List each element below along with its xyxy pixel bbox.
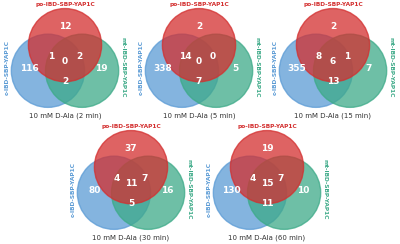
Circle shape xyxy=(180,34,253,107)
Circle shape xyxy=(314,34,387,107)
Text: 14: 14 xyxy=(179,52,191,61)
Text: 10 mM D-Ala (60 min): 10 mM D-Ala (60 min) xyxy=(228,234,306,241)
Text: 7: 7 xyxy=(366,64,372,73)
Text: 5: 5 xyxy=(232,64,238,73)
Text: 4: 4 xyxy=(114,174,120,183)
Text: 80: 80 xyxy=(89,186,101,195)
Text: 10: 10 xyxy=(297,186,309,195)
Text: 2: 2 xyxy=(76,52,82,61)
Text: 0: 0 xyxy=(210,52,216,61)
Text: 19: 19 xyxy=(95,64,107,73)
Text: po-IBD-SBP-YAP1C: po-IBD-SBP-YAP1C xyxy=(303,2,363,7)
Circle shape xyxy=(145,34,218,107)
Text: 15: 15 xyxy=(261,179,273,188)
Text: 8: 8 xyxy=(316,52,322,61)
Text: c-IBD-SBP-YAP1C: c-IBD-SBP-YAP1C xyxy=(138,40,144,95)
Text: 10 mM D-Ala (5 min): 10 mM D-Ala (5 min) xyxy=(163,112,235,119)
Text: 10 mM D-Ala (15 min): 10 mM D-Ala (15 min) xyxy=(294,112,372,119)
Text: 11: 11 xyxy=(261,199,273,208)
Text: 16: 16 xyxy=(161,186,173,195)
Text: mt-IBD-SBP-YAP1C: mt-IBD-SBP-YAP1C xyxy=(120,37,126,97)
Text: po-IBD-SBP-YAP1C: po-IBD-SBP-YAP1C xyxy=(101,124,161,129)
Circle shape xyxy=(230,131,304,204)
Circle shape xyxy=(46,34,119,107)
Text: 7: 7 xyxy=(196,77,202,86)
Text: 10 mM D-Ala (2 min): 10 mM D-Ala (2 min) xyxy=(29,112,101,119)
Text: 116: 116 xyxy=(20,64,38,73)
Text: 355: 355 xyxy=(288,64,306,73)
Text: po-IBD-SBP-YAP1C: po-IBD-SBP-YAP1C xyxy=(237,124,297,129)
Text: c-IBD-SBP-YAP1C: c-IBD-SBP-YAP1C xyxy=(272,40,278,95)
Text: 0: 0 xyxy=(62,57,68,66)
Text: c-IBD-SBP-YAP1C: c-IBD-SBP-YAP1C xyxy=(70,162,76,217)
Circle shape xyxy=(248,156,321,229)
Text: 2: 2 xyxy=(196,22,202,31)
Circle shape xyxy=(279,34,352,107)
Text: 338: 338 xyxy=(154,64,172,73)
Text: mt-IBD-SBP-YAP1C: mt-IBD-SBP-YAP1C xyxy=(322,159,328,219)
Text: 2: 2 xyxy=(330,22,336,31)
Circle shape xyxy=(28,9,102,82)
Text: po-IBD-SBP-YAP1C: po-IBD-SBP-YAP1C xyxy=(169,2,229,7)
Text: 4: 4 xyxy=(250,174,256,183)
Text: 13: 13 xyxy=(327,77,339,86)
Text: 7: 7 xyxy=(142,174,148,183)
Text: 6: 6 xyxy=(330,57,336,66)
Text: 5: 5 xyxy=(128,199,134,208)
Text: 7: 7 xyxy=(278,174,284,183)
Text: 1: 1 xyxy=(344,52,350,61)
Circle shape xyxy=(77,156,150,229)
Circle shape xyxy=(112,156,185,229)
Text: 0: 0 xyxy=(196,57,202,66)
Text: mt-IBD-SBP-YAP1C: mt-IBD-SBP-YAP1C xyxy=(388,37,394,97)
Circle shape xyxy=(94,131,168,204)
Text: 130: 130 xyxy=(222,186,240,195)
Text: 12: 12 xyxy=(59,22,71,31)
Text: c-IBD-SBP-YAP1C: c-IBD-SBP-YAP1C xyxy=(4,40,10,95)
Text: 11: 11 xyxy=(125,179,137,188)
Text: po-IBD-SBP-YAP1C: po-IBD-SBP-YAP1C xyxy=(35,2,95,7)
Text: 2: 2 xyxy=(62,77,68,86)
Circle shape xyxy=(213,156,286,229)
Text: mt-IBD-SBP-YAP1C: mt-IBD-SBP-YAP1C xyxy=(186,159,192,219)
Text: 37: 37 xyxy=(125,144,137,153)
Circle shape xyxy=(162,9,236,82)
Text: mt-IBD-SBP-YAP1C: mt-IBD-SBP-YAP1C xyxy=(254,37,260,97)
Circle shape xyxy=(11,34,84,107)
Circle shape xyxy=(296,9,370,82)
Text: c-IBD-SBP-YAP1C: c-IBD-SBP-YAP1C xyxy=(206,162,212,217)
Text: 19: 19 xyxy=(261,144,273,153)
Text: 1: 1 xyxy=(48,52,54,61)
Text: 10 mM D-Ala (30 min): 10 mM D-Ala (30 min) xyxy=(92,234,170,241)
